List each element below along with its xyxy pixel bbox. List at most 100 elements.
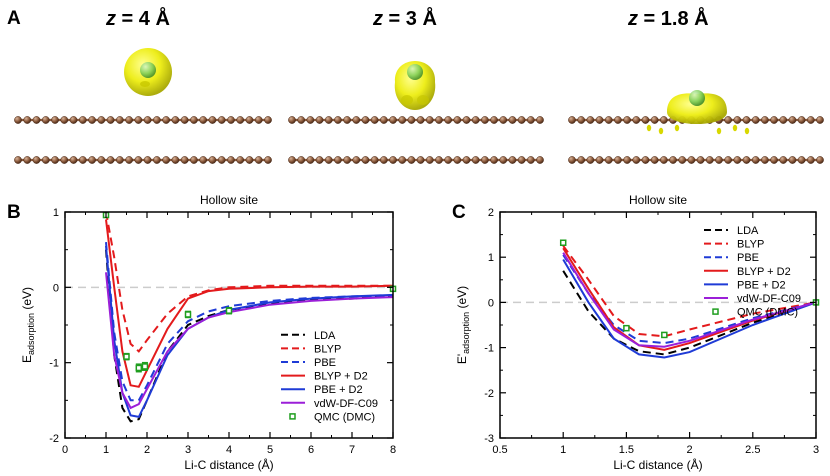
carbon-atom [499, 156, 508, 164]
carbon-atom [517, 156, 526, 164]
density-lobe [716, 127, 722, 135]
x-tick-label: 0 [62, 444, 68, 456]
y-tick-label: 1 [488, 252, 494, 264]
carbon-atom [577, 156, 586, 164]
carbon-atom [490, 116, 498, 124]
carbon-atom [471, 116, 480, 124]
x-tick-label: 0.5 [492, 444, 507, 456]
density-lobe [674, 124, 680, 132]
carbon-atom [236, 156, 245, 164]
structure-title-var: z [628, 8, 638, 30]
carbon-atom [724, 116, 732, 124]
carbon-atom [125, 116, 133, 124]
carbon-atom [343, 116, 351, 124]
carbon-atom [60, 116, 69, 124]
carbon-atom [435, 156, 443, 164]
x-tick-label: 3 [185, 444, 191, 456]
series-group [562, 245, 816, 359]
carbon-atom [614, 156, 622, 164]
legend-label: PBE [737, 252, 759, 264]
carbon-atom [23, 156, 32, 164]
carbon-atom [199, 156, 208, 164]
carbon-atom [361, 116, 370, 124]
carbon-atom [134, 116, 143, 124]
carbon-atom [208, 116, 217, 124]
carbon-atom [288, 156, 296, 164]
lithium-atom [689, 90, 705, 106]
graphene-layer [288, 116, 544, 124]
carbon-atom [715, 156, 723, 164]
carbon-atom [761, 116, 769, 124]
y-label-main: E' [455, 354, 469, 364]
carbon-atom [623, 116, 631, 124]
carbon-atom [669, 156, 677, 164]
carbon-atom [389, 116, 397, 124]
carbon-atom [254, 156, 263, 164]
carbon-atom [190, 116, 198, 124]
carbon-atom [227, 156, 235, 164]
carbon-atom [536, 156, 544, 164]
carbon-atom [23, 116, 32, 124]
carbon-atom [632, 156, 641, 164]
qmc-point [661, 331, 668, 339]
carbon-atom [153, 116, 161, 124]
carbon-atom [51, 116, 59, 124]
carbon-atom [770, 156, 778, 164]
chart-title: Hollow site [629, 193, 687, 207]
carbon-atom [264, 156, 272, 164]
carbon-atom [125, 156, 133, 164]
carbon-atom [453, 156, 462, 164]
carbon-atom [462, 156, 471, 164]
carbon-atom [352, 116, 361, 124]
y-tick-label: 2 [488, 207, 494, 219]
x-tick-label: 5 [267, 444, 273, 456]
y-tick-label: -1 [484, 343, 494, 355]
carbon-atom [190, 156, 198, 164]
graphene-layer [14, 116, 272, 124]
structure-title-z4: z = 4 Å [106, 8, 170, 31]
legend-label: QMC (DMC) [737, 307, 798, 319]
structure-1 [14, 48, 272, 164]
x-tick-label: 1 [560, 444, 566, 456]
structure-2 [288, 61, 544, 164]
graphene-layer [568, 156, 824, 164]
lithium-atom [407, 64, 423, 80]
y-label-subscript: adsorption [461, 312, 471, 354]
legend-label: vdW-DF-C09 [314, 398, 378, 410]
carbon-atom [568, 156, 576, 164]
carbon-atom [678, 156, 687, 164]
carbon-atom [788, 156, 797, 164]
y-label-unit: (eV) [20, 287, 34, 313]
y-tick-label: -1 [49, 358, 59, 370]
legend-label: QMC (DMC) [314, 411, 375, 423]
carbon-atom [536, 116, 544, 124]
carbon-atom [407, 156, 416, 164]
structure-title-z3: z = 3 Å [373, 8, 437, 31]
carbon-atom [315, 156, 324, 164]
carbon-atom [641, 116, 650, 124]
carbon-atom [490, 156, 498, 164]
carbon-atom [797, 156, 806, 164]
structure-title-value: = 3 Å [383, 8, 437, 30]
panel-letter-b: B [7, 202, 21, 223]
carbon-atom [788, 116, 797, 124]
carbon-atom [217, 156, 226, 164]
carbon-atom [770, 116, 778, 124]
carbon-atom [660, 116, 668, 124]
structure-title-var: z [373, 8, 383, 30]
x-tick-label: 2.5 [745, 444, 760, 456]
y-tick-label: 0 [488, 297, 494, 309]
structure-title-z1-8: z = 1.8 Å [628, 8, 709, 31]
x-axis-label: Li-C distance (Å) [613, 457, 702, 472]
carbon-atom [254, 116, 263, 124]
carbon-atom [380, 156, 388, 164]
qmc-point [135, 364, 143, 372]
density-lobe [744, 127, 750, 135]
qmc-point [184, 311, 192, 318]
legend-label: PBE + D2 [737, 279, 786, 291]
carbon-atom [116, 156, 124, 164]
carbon-atom [444, 156, 452, 164]
carbon-atom [106, 156, 115, 164]
